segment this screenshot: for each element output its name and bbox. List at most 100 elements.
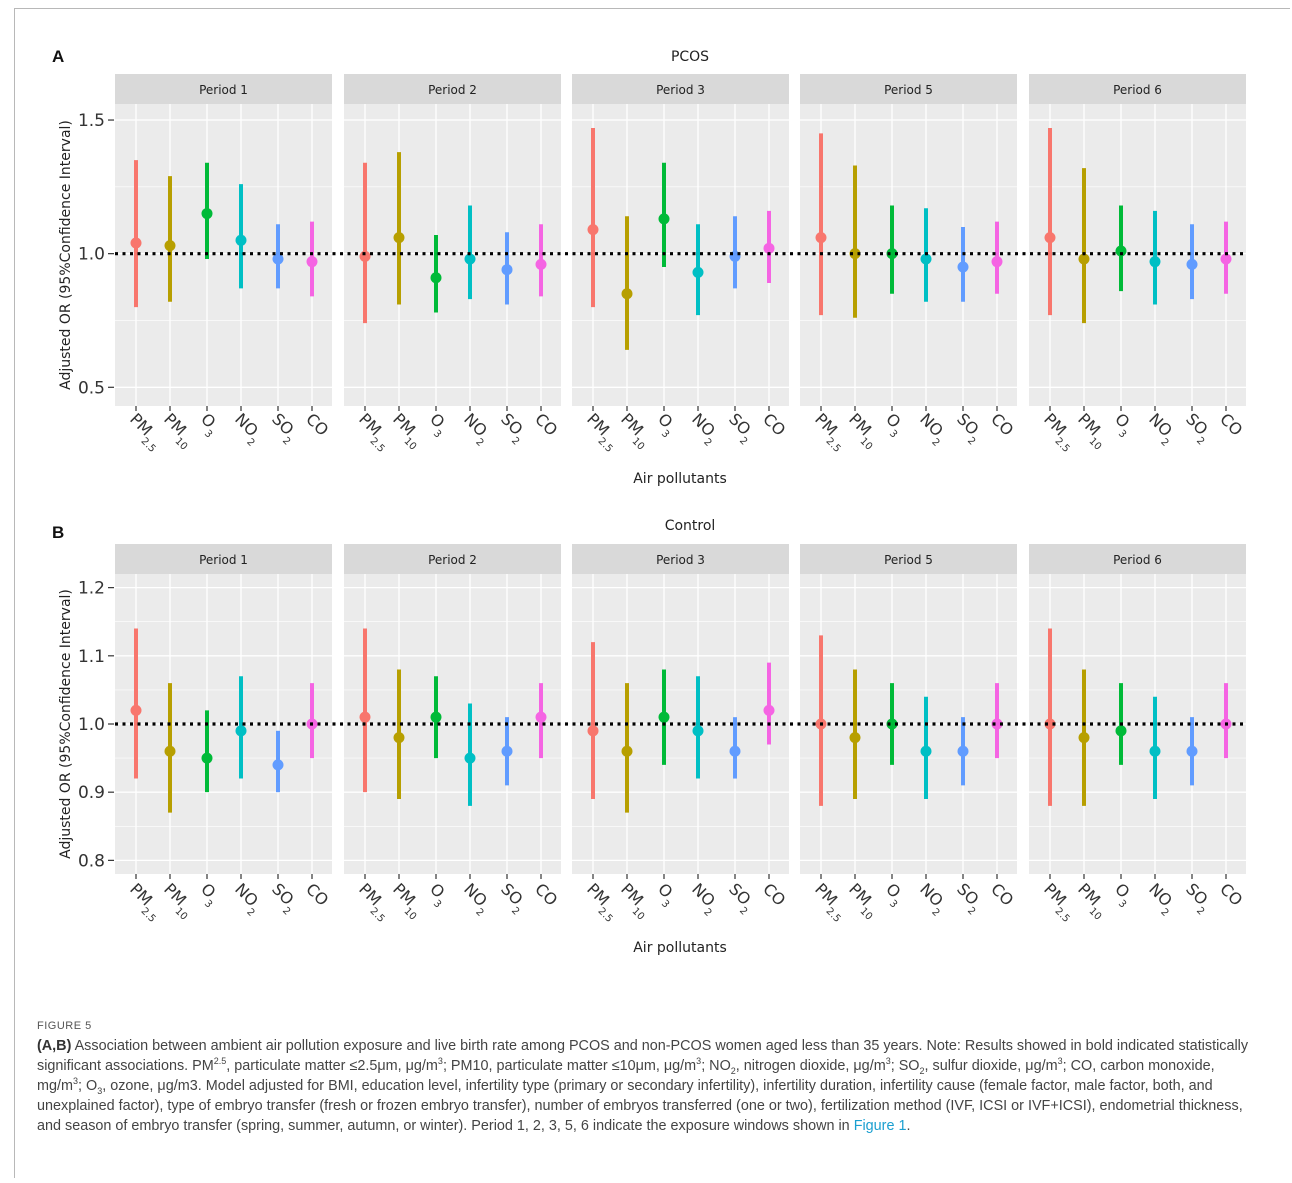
or-point-NO2 bbox=[464, 253, 476, 265]
x-tick-label: CO bbox=[759, 879, 789, 909]
x-tick-label: NO2 bbox=[912, 879, 952, 919]
or-point-PM2.5 bbox=[130, 237, 142, 249]
x-tick-label: PM2.5 bbox=[579, 879, 625, 925]
or-point-O3 bbox=[886, 248, 898, 260]
panel-title: PCOS bbox=[671, 49, 709, 65]
facet-strip bbox=[344, 544, 561, 574]
facet-strip bbox=[572, 544, 789, 574]
x-tick-label: SO2 bbox=[721, 409, 759, 447]
x-tick-label: PM10 bbox=[385, 409, 428, 452]
facet-strip bbox=[572, 74, 789, 104]
x-tick-label: PM2.5 bbox=[122, 409, 168, 455]
or-point-O3 bbox=[1115, 245, 1127, 257]
or-point-O3 bbox=[430, 272, 442, 284]
or-point-NO2 bbox=[1149, 256, 1161, 268]
y-tick-label: 1.0 bbox=[78, 245, 105, 265]
or-point-SO2 bbox=[501, 745, 513, 757]
or-point-PM10 bbox=[164, 745, 176, 757]
facet-strip bbox=[1029, 544, 1246, 574]
figure-1-link[interactable]: Figure 1 bbox=[853, 1118, 907, 1134]
x-tick-label: O3 bbox=[193, 409, 224, 440]
x-tick-label: PM2.5 bbox=[351, 409, 397, 455]
y-tick-label: 0.9 bbox=[78, 783, 105, 803]
y-tick-label: 1.5 bbox=[78, 111, 105, 131]
y-tick-label: 1.2 bbox=[78, 579, 105, 599]
x-tick-label: O3 bbox=[422, 409, 453, 440]
or-point-PM2.5 bbox=[1044, 718, 1056, 730]
or-point-PM10 bbox=[1078, 253, 1090, 265]
caption-panels-ref: (A,B) bbox=[37, 1038, 72, 1054]
or-point-NO2 bbox=[1149, 745, 1161, 757]
y-tick-label: 1.0 bbox=[78, 715, 105, 735]
x-tick-label: PM2.5 bbox=[579, 409, 625, 455]
x-tick-label: NO2 bbox=[684, 409, 724, 449]
x-tick-label: O3 bbox=[193, 879, 224, 910]
or-point-SO2 bbox=[501, 264, 513, 276]
facet-plot-area bbox=[800, 104, 1017, 406]
facet-strip-label: Period 2 bbox=[428, 553, 477, 567]
or-point-O3 bbox=[1115, 725, 1127, 737]
or-point-SO2 bbox=[729, 745, 741, 757]
x-tick-label: NO2 bbox=[456, 879, 496, 919]
or-point-PM10 bbox=[849, 248, 861, 260]
facet-strip bbox=[800, 74, 1017, 104]
x-tick-label: PM2.5 bbox=[807, 879, 853, 925]
x-tick-label: SO2 bbox=[264, 409, 302, 447]
or-point-SO2 bbox=[1186, 258, 1198, 270]
or-point-O3 bbox=[201, 208, 213, 220]
x-tick-label: NO2 bbox=[456, 409, 496, 449]
or-point-PM10 bbox=[393, 732, 405, 744]
or-point-PM2.5 bbox=[359, 250, 371, 262]
x-tick-label: SO2 bbox=[493, 409, 531, 447]
x-tick-label: NO2 bbox=[1141, 879, 1181, 919]
x-tick-label: CO bbox=[302, 879, 332, 909]
facet-strip bbox=[115, 544, 332, 574]
or-point-NO2 bbox=[920, 253, 932, 265]
x-tick-label: CO bbox=[987, 879, 1017, 909]
facet-strip-label: Period 2 bbox=[428, 83, 477, 97]
or-point-PM10 bbox=[621, 288, 633, 300]
or-point-PM10 bbox=[393, 232, 405, 244]
figure-5-chart: A PCOS Adjusted OR (95%Confidence Interval… bbox=[52, 47, 1246, 956]
or-point-NO2 bbox=[235, 725, 247, 737]
x-tick-label: PM10 bbox=[613, 879, 656, 922]
or-point-PM10 bbox=[621, 745, 633, 757]
or-point-SO2 bbox=[957, 745, 969, 757]
or-point-SO2 bbox=[957, 261, 969, 273]
facet-strip bbox=[800, 544, 1017, 574]
or-point-PM10 bbox=[164, 240, 176, 252]
x-tick-label: PM10 bbox=[841, 879, 884, 922]
x-tick-label: CO bbox=[987, 409, 1017, 439]
facet-strip-label: Period 1 bbox=[199, 553, 248, 567]
x-tick-label: PM10 bbox=[385, 879, 428, 922]
y-tick-label: 1.1 bbox=[78, 647, 105, 667]
x-tick-label: O3 bbox=[422, 879, 453, 910]
x-tick-label: PM10 bbox=[1070, 879, 1113, 922]
x-axis-title: Air pollutants bbox=[633, 471, 727, 487]
or-point-CO bbox=[763, 704, 775, 716]
figure-frame bbox=[14, 8, 1290, 1178]
figure-caption: (A,B) Association between ambient air po… bbox=[37, 1038, 1249, 1134]
facet-strip-label: Period 6 bbox=[1113, 83, 1162, 97]
x-tick-label: PM10 bbox=[1070, 409, 1113, 452]
x-axis-title: Air pollutants bbox=[633, 940, 727, 956]
x-tick-label: PM2.5 bbox=[351, 879, 397, 925]
y-axis-title: Adjusted OR (95%Confidence Interval) bbox=[58, 589, 74, 859]
x-tick-label: PM10 bbox=[841, 409, 884, 452]
or-point-O3 bbox=[886, 718, 898, 730]
or-point-NO2 bbox=[692, 266, 704, 278]
x-tick-label: SO2 bbox=[493, 879, 531, 917]
or-point-SO2 bbox=[1186, 745, 1198, 757]
x-tick-label: NO2 bbox=[684, 879, 724, 919]
or-point-NO2 bbox=[464, 752, 476, 764]
panel-title: Control bbox=[665, 518, 716, 534]
or-point-SO2 bbox=[272, 253, 284, 265]
facet-strip-label: Period 6 bbox=[1113, 553, 1162, 567]
x-tick-label: NO2 bbox=[227, 409, 267, 449]
or-point-NO2 bbox=[692, 725, 704, 737]
y-tick-label: 0.5 bbox=[78, 378, 105, 398]
x-tick-label: SO2 bbox=[1178, 879, 1216, 917]
